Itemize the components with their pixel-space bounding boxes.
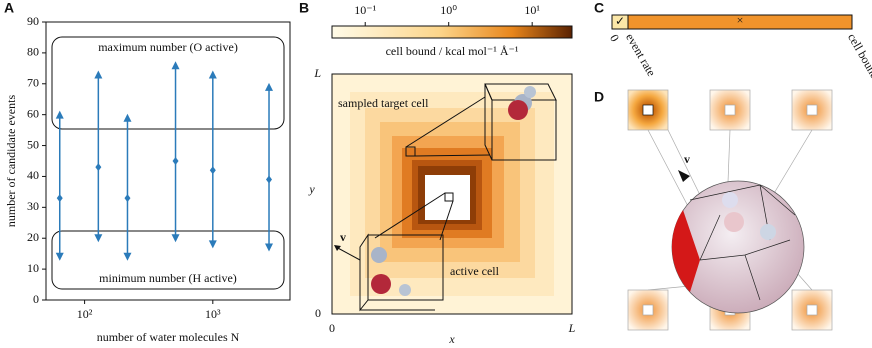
upper-marker [55,110,64,119]
y-tick-label: 10 [27,261,39,275]
sphere-illustration [627,89,833,331]
cross-mark: × [737,13,744,27]
annotation: maximum number (O active) [98,40,238,54]
annotation: active cell [450,264,500,278]
mean-marker [95,163,102,172]
x-tick-label: 10² [77,307,93,321]
velocity-label: v [340,230,346,244]
upper-marker [94,70,103,79]
colorbar-label: cell bound / kcal mol⁻¹ Å⁻¹ [386,44,519,58]
lower-marker [171,234,180,243]
illustration [359,83,557,312]
annotation-box [51,230,285,290]
mean-marker [209,166,216,175]
x-tick-label: 10³ [205,307,221,321]
y-axis-label: y [308,182,315,196]
annotation: minimum number (H active) [99,271,237,285]
bound-bar [611,14,853,30]
y-tick-label: 70 [27,76,39,90]
colorbar-tick-label: 10¹ [524,3,540,17]
y-tick-label: 0 [33,292,39,306]
x-tick-label: 0 [329,321,335,335]
annotation: sampled target cell [338,96,429,110]
mean-marker [266,175,273,184]
lower-marker [265,243,274,252]
panel-label: A [4,0,14,16]
lower-marker [208,240,217,249]
colorbar-tick-label: 10⁰ [440,3,457,17]
x-axis-label: number of water molecules N [97,330,240,344]
check-mark: ✓ [615,14,625,28]
upper-marker [208,70,217,79]
mean-marker [56,194,63,203]
heatmap [331,73,573,315]
upper-marker [123,113,132,122]
mean-marker [172,157,179,165]
y-tick-label: 60 [27,106,39,120]
y-tick-label: L [313,66,321,80]
lower-marker [55,252,64,261]
bar-label: event rate [623,31,659,79]
upper-marker [265,82,274,91]
y-tick-label: 80 [27,45,39,59]
panel-label: B [299,0,309,16]
y-tick-label: 90 [27,14,39,28]
lower-marker [94,234,103,243]
y-tick-label: 0 [315,306,321,320]
plot-frame [45,21,291,301]
bar-label: 0 [607,32,622,44]
colorbar-tick-label: 10⁻¹ [354,3,376,17]
x-axis-label: x [448,332,455,346]
y-tick-label: 20 [27,230,39,244]
y-tick-label: 30 [27,199,39,213]
colorbar [331,25,573,39]
x-tick-label: L [568,321,576,335]
lower-marker [123,252,132,261]
upper-marker [171,61,180,70]
velocity-label: v [684,152,690,166]
panel-label: C [594,0,604,16]
molecule [334,86,536,296]
mean-marker [124,194,131,203]
y-tick-label: 40 [27,168,39,182]
annotation-box [51,36,285,130]
y-axis-label: number of candidate events [4,95,18,228]
panel-label: D [594,89,604,105]
y-tick-label: 50 [27,137,39,151]
bar-label: cell bound [845,31,872,82]
